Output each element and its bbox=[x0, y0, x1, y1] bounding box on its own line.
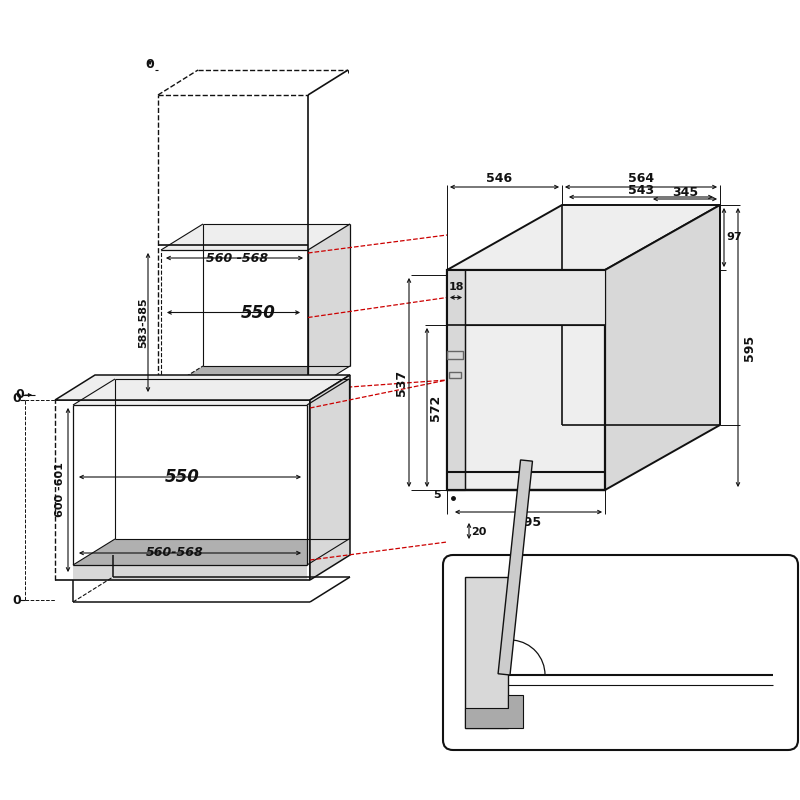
Text: 560 -568: 560 -568 bbox=[206, 251, 268, 265]
Text: 583-585: 583-585 bbox=[138, 297, 148, 348]
Text: 10: 10 bbox=[738, 711, 758, 725]
Polygon shape bbox=[307, 379, 349, 565]
Text: 345: 345 bbox=[672, 186, 698, 198]
Polygon shape bbox=[161, 392, 308, 404]
Polygon shape bbox=[605, 205, 720, 490]
Text: 572: 572 bbox=[429, 394, 442, 421]
Polygon shape bbox=[447, 270, 605, 490]
Text: 0: 0 bbox=[146, 58, 154, 71]
Text: 5: 5 bbox=[433, 490, 441, 500]
Text: 0: 0 bbox=[13, 391, 22, 405]
Text: 560-568: 560-568 bbox=[146, 546, 204, 559]
Polygon shape bbox=[73, 379, 349, 405]
Text: 0: 0 bbox=[16, 389, 24, 402]
Text: 595: 595 bbox=[515, 515, 542, 529]
Text: 543: 543 bbox=[628, 183, 654, 197]
Text: 0: 0 bbox=[658, 662, 667, 674]
Text: 550: 550 bbox=[165, 468, 199, 486]
Text: 537: 537 bbox=[394, 370, 407, 395]
Polygon shape bbox=[498, 460, 533, 675]
Text: 600 -601: 600 -601 bbox=[55, 462, 65, 518]
Text: 18: 18 bbox=[448, 282, 464, 293]
Polygon shape bbox=[55, 375, 350, 400]
FancyBboxPatch shape bbox=[443, 555, 798, 750]
Text: 89°: 89° bbox=[529, 636, 555, 650]
Text: 97: 97 bbox=[726, 233, 742, 242]
Polygon shape bbox=[447, 270, 465, 490]
Polygon shape bbox=[465, 695, 523, 728]
Text: 0: 0 bbox=[13, 594, 22, 606]
Text: 564: 564 bbox=[628, 173, 654, 186]
Polygon shape bbox=[73, 539, 349, 565]
Polygon shape bbox=[310, 375, 350, 580]
Polygon shape bbox=[447, 205, 720, 270]
Text: 458: 458 bbox=[628, 570, 658, 584]
Text: 20: 20 bbox=[471, 527, 486, 537]
Polygon shape bbox=[308, 224, 350, 392]
Text: 550: 550 bbox=[241, 303, 275, 322]
Polygon shape bbox=[161, 366, 350, 392]
Polygon shape bbox=[161, 224, 350, 250]
Polygon shape bbox=[447, 270, 605, 325]
Text: 595: 595 bbox=[743, 334, 757, 361]
Text: 546: 546 bbox=[486, 173, 513, 186]
Polygon shape bbox=[73, 565, 307, 579]
Polygon shape bbox=[465, 577, 508, 728]
